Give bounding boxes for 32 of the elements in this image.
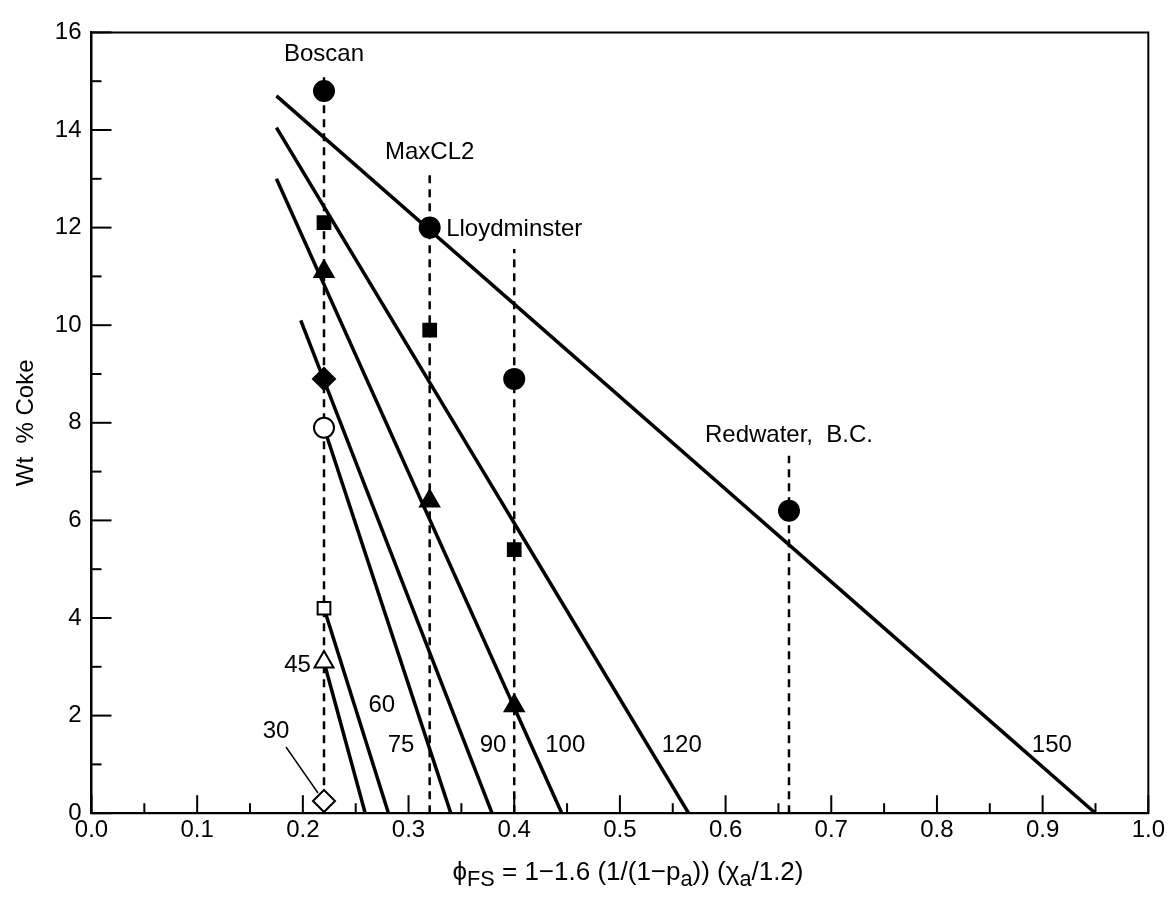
series-label: 60 — [368, 689, 396, 717]
series-label: 75 — [387, 729, 415, 757]
series-label: 45 — [284, 649, 311, 677]
series-label: 120 — [661, 729, 702, 757]
ref-line-label: Redwater, B.C. — [704, 420, 874, 448]
y-tick-label: 8 — [68, 407, 82, 435]
x-tick-label: 0.4 — [497, 815, 531, 843]
x-axis-title: ϕ$_{FS}$ = 1−1.6 (1/(1−p$_{a}$)) (χ$_{a}$/1.2) — [451, 856, 805, 893]
x-tick-label: 0.6 — [708, 815, 743, 843]
text: 30 — [262, 715, 290, 743]
x-tick-label: 0.2 — [286, 815, 320, 843]
y-tick-label: 10 — [54, 309, 82, 337]
y-axis-title: Wt % Coke — [11, 359, 39, 487]
y-tick-label: 4 — [68, 602, 82, 630]
series-label: 100 — [545, 729, 586, 757]
y-tick-label: 12 — [54, 212, 82, 240]
y-tick-label: 2 — [68, 700, 82, 728]
series-label: 90 — [479, 729, 507, 757]
x-tick-label: 0.3 — [391, 815, 426, 843]
ref-line-label: MaxCL2 — [384, 137, 475, 165]
x-tick-label: 0.9 — [1025, 815, 1060, 843]
x-tick-label: 0.7 — [814, 815, 848, 843]
x-tick-label: 0.8 — [920, 815, 954, 843]
y-tick-label: 6 — [68, 505, 82, 533]
x-tick-label: 1.0 — [1131, 815, 1166, 843]
x-tick-label: 0.1 — [180, 815, 214, 843]
y-tick-label: 16 — [54, 17, 82, 45]
ref-line-label: Boscan — [283, 39, 365, 67]
x-tick-label: 0.5 — [603, 815, 637, 843]
series-label: 150 — [1031, 729, 1072, 757]
y-tick-label: 14 — [54, 114, 82, 142]
ref-line-label: Lloydminster — [446, 213, 583, 241]
